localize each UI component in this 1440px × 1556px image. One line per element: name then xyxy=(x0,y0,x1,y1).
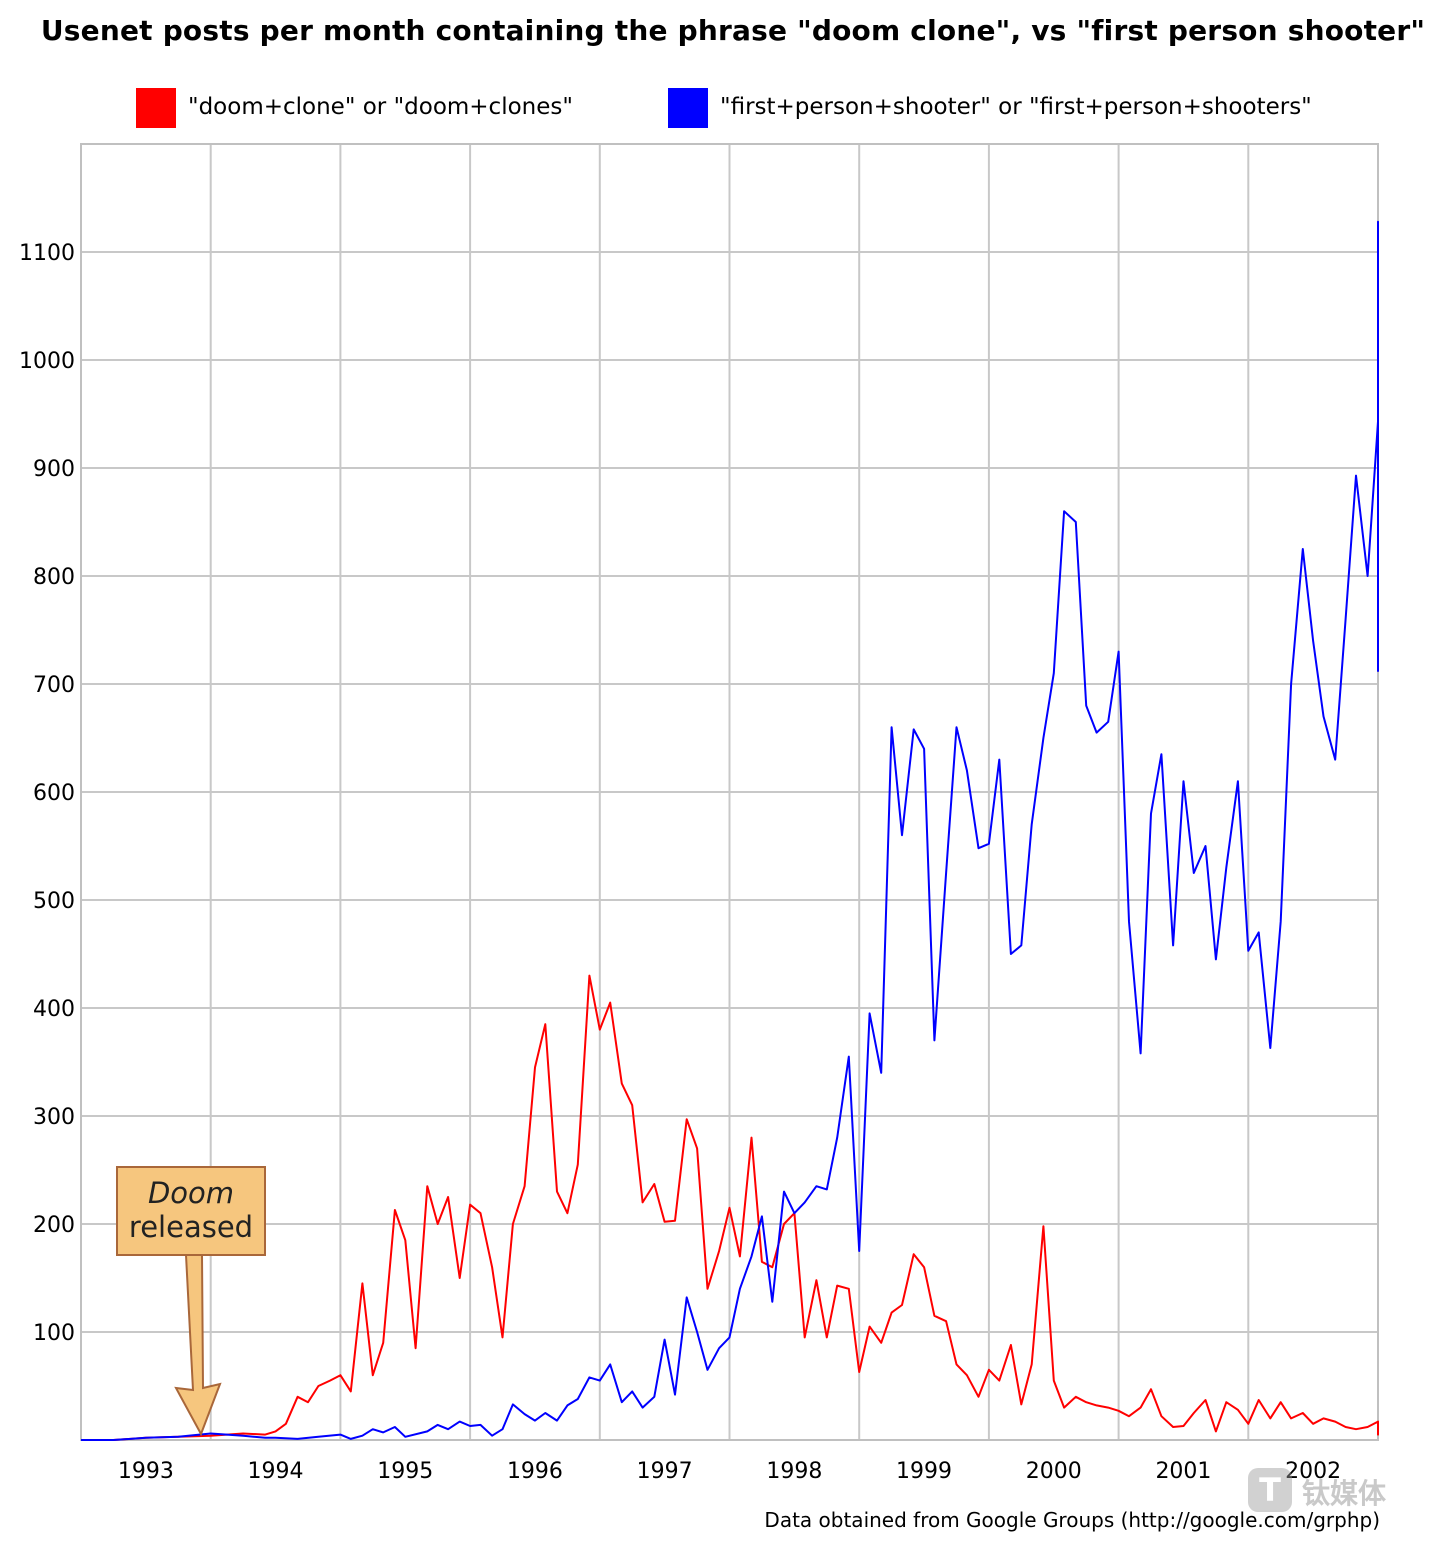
series-line-first-person-shooter xyxy=(81,220,1379,1441)
x-tick-label: 1993 xyxy=(118,1459,174,1484)
legend-label-first-person-shooter: "first+person+shooter" or "first+person+… xyxy=(720,94,1312,120)
y-tick-label: 700 xyxy=(33,673,75,698)
callout-doom-text: Doom xyxy=(147,1176,235,1210)
y-axis-ticks: 100 200 300 400 500 600 700 800 900 1000 1100 xyxy=(19,241,75,1346)
y-tick-label: 600 xyxy=(33,781,75,806)
x-tick-label: 2001 xyxy=(1155,1459,1211,1484)
x-tick-label: 1995 xyxy=(377,1459,433,1484)
series-layer xyxy=(81,220,1379,1441)
legend-label-doom-clone: "doom+clone" or "doom+clones" xyxy=(188,94,573,120)
watermark-text: 钛媒体 xyxy=(1302,1477,1387,1510)
x-tick-label: 2000 xyxy=(1026,1459,1082,1484)
legend-swatch-blue xyxy=(668,88,708,128)
data-source-note: Data obtained from Google Groups (http:/… xyxy=(764,1508,1380,1532)
doom-released-arrow xyxy=(174,1254,222,1437)
x-tick-label: 1997 xyxy=(637,1459,693,1484)
x-tick-label: 1998 xyxy=(766,1459,822,1484)
chart-title: Usenet posts per month containing the ph… xyxy=(40,14,1426,47)
x-tick-label: 1999 xyxy=(896,1459,952,1484)
y-tick-label: 1100 xyxy=(19,241,75,266)
x-tick-label: 1994 xyxy=(248,1459,304,1484)
y-tick-label: 100 xyxy=(33,1321,75,1346)
grid-lines xyxy=(81,144,1378,1440)
y-tick-label: 900 xyxy=(33,457,75,482)
watermark-logo: T 钛媒体 xyxy=(1240,1462,1420,1532)
callout-released-text: released xyxy=(128,1210,254,1244)
y-tick-label: 200 xyxy=(33,1213,75,1238)
y-tick-label: 1000 xyxy=(19,349,75,374)
plot-area-frame xyxy=(80,143,1379,1441)
x-axis-ticks: 1993 1994 1995 1996 1997 1998 1999 2000 2001 2002 xyxy=(118,1459,1341,1484)
doom-released-callout: Doom released xyxy=(116,1166,266,1256)
y-tick-label: 500 xyxy=(33,889,75,914)
y-tick-label: 300 xyxy=(33,1105,75,1130)
x-tick-label: 2002 xyxy=(1285,1459,1341,1484)
legend-swatch-red xyxy=(136,88,176,128)
series-line-doom-clone xyxy=(81,974,1379,1441)
x-tick-label: 1996 xyxy=(507,1459,563,1484)
watermark-t-icon: T xyxy=(1248,1468,1292,1512)
y-tick-label: 400 xyxy=(33,997,75,1022)
y-tick-label: 800 xyxy=(33,565,75,590)
